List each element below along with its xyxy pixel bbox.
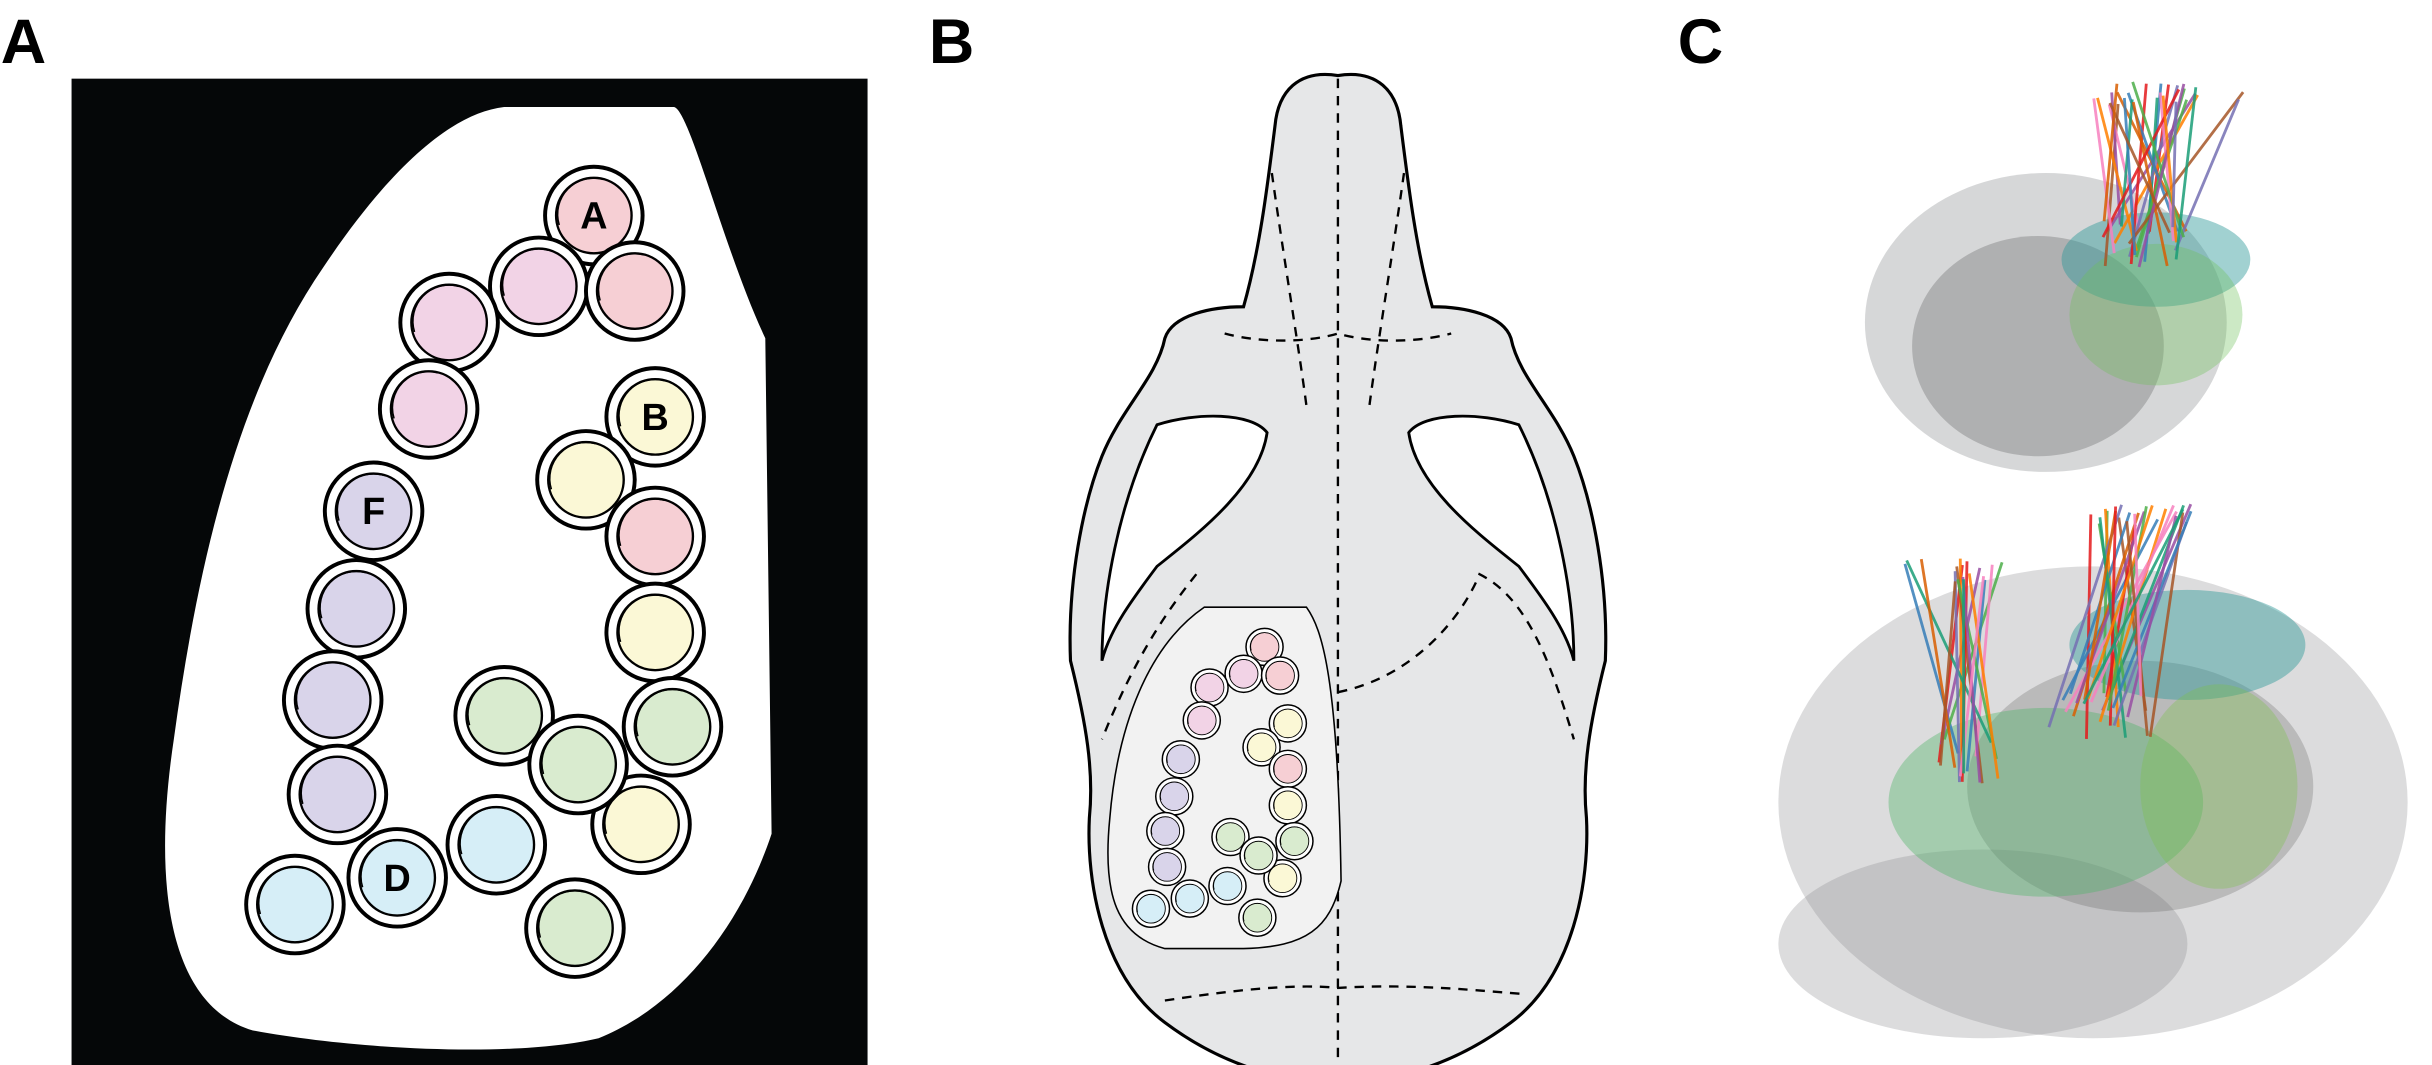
- probe: [2158, 92, 2175, 242]
- well-edge: [295, 661, 343, 710]
- well-edge: [1213, 871, 1232, 890]
- well-edge: [1280, 826, 1299, 845]
- probe: [2092, 98, 2116, 254]
- panel-label: A: [1, 7, 46, 77]
- well-edge: [1136, 894, 1155, 913]
- well-label: A: [580, 195, 607, 237]
- well-edge: [537, 889, 585, 938]
- probe: [2085, 514, 2093, 739]
- well-array-small: [1131, 627, 1314, 937]
- well-edge: [597, 252, 645, 301]
- well-label: B: [642, 396, 669, 438]
- well-edge: [360, 839, 407, 888]
- well-edge: [1229, 659, 1248, 678]
- probe: [2128, 85, 2180, 258]
- probe: [1919, 558, 1957, 768]
- probe: [2102, 83, 2119, 222]
- well-edge: [1250, 632, 1269, 651]
- well-edge: [1273, 708, 1292, 728]
- well-edge: [300, 756, 348, 805]
- well-edge: [1160, 781, 1178, 801]
- well-edge: [319, 570, 366, 619]
- well-edge: [1166, 744, 1185, 763]
- well-edge: [1151, 816, 1169, 835]
- probe: [2086, 505, 2154, 700]
- well-edge: [1187, 705, 1206, 725]
- probe: [2096, 97, 2138, 252]
- well-label: F: [362, 490, 385, 532]
- probe: [2082, 508, 2185, 705]
- orbit: [1100, 414, 1269, 662]
- well-array: A B F D: [244, 164, 724, 979]
- sutures: [1100, 78, 1576, 1065]
- well-edge: [1266, 661, 1284, 680]
- probe: [2089, 504, 2175, 703]
- probe: [1967, 573, 2000, 779]
- well-edge: [336, 473, 384, 521]
- well-edge: [391, 370, 439, 419]
- probe: [1974, 564, 1994, 757]
- probe: [1939, 581, 1957, 766]
- probe: [2108, 102, 2171, 234]
- well-edge: [1195, 673, 1214, 692]
- probe: [2119, 99, 2134, 227]
- well-edge: [459, 806, 506, 855]
- probe: [2126, 515, 2178, 718]
- well-edge: [618, 378, 665, 427]
- well-edge: [1273, 754, 1292, 773]
- well-edge: [556, 177, 604, 226]
- panel-label: C: [1678, 7, 1723, 77]
- well-edge: [1216, 822, 1235, 841]
- probe: [2174, 87, 2198, 260]
- panel-a: A B F D: [71, 78, 868, 1065]
- panel-label: B: [929, 7, 974, 77]
- probe: [1965, 579, 1987, 772]
- well-edge: [1243, 903, 1262, 922]
- well-edge: [635, 688, 683, 737]
- probe: [2122, 97, 2137, 256]
- well-edge: [1153, 852, 1171, 871]
- probe: [2125, 521, 2149, 736]
- well-edge: [1247, 732, 1266, 751]
- well-edge: [412, 284, 459, 333]
- well-edge: [618, 498, 665, 547]
- probes: [1903, 81, 2245, 784]
- well-edge: [1273, 790, 1292, 809]
- probe: [2101, 88, 2181, 238]
- probe: [2131, 101, 2169, 267]
- well-edge: [541, 726, 588, 775]
- probe: [2131, 81, 2185, 238]
- well-edge: [1175, 884, 1194, 903]
- panel-c: [1778, 81, 2408, 1039]
- probe: [2171, 101, 2178, 228]
- well-edge: [1244, 841, 1263, 860]
- probe: [2111, 510, 2193, 709]
- probe: [2083, 510, 2117, 700]
- well-edge: [548, 441, 596, 490]
- orbit: [1407, 414, 1576, 662]
- probe: [2133, 513, 2143, 697]
- well-edge: [467, 677, 514, 726]
- panel-b: [1068, 72, 1608, 1065]
- probe: [1953, 571, 1961, 783]
- probe: [2174, 98, 2240, 252]
- well-edge: [501, 248, 549, 296]
- well-edge: [618, 594, 665, 643]
- well-edge: [257, 866, 305, 915]
- well-label: D: [384, 857, 411, 899]
